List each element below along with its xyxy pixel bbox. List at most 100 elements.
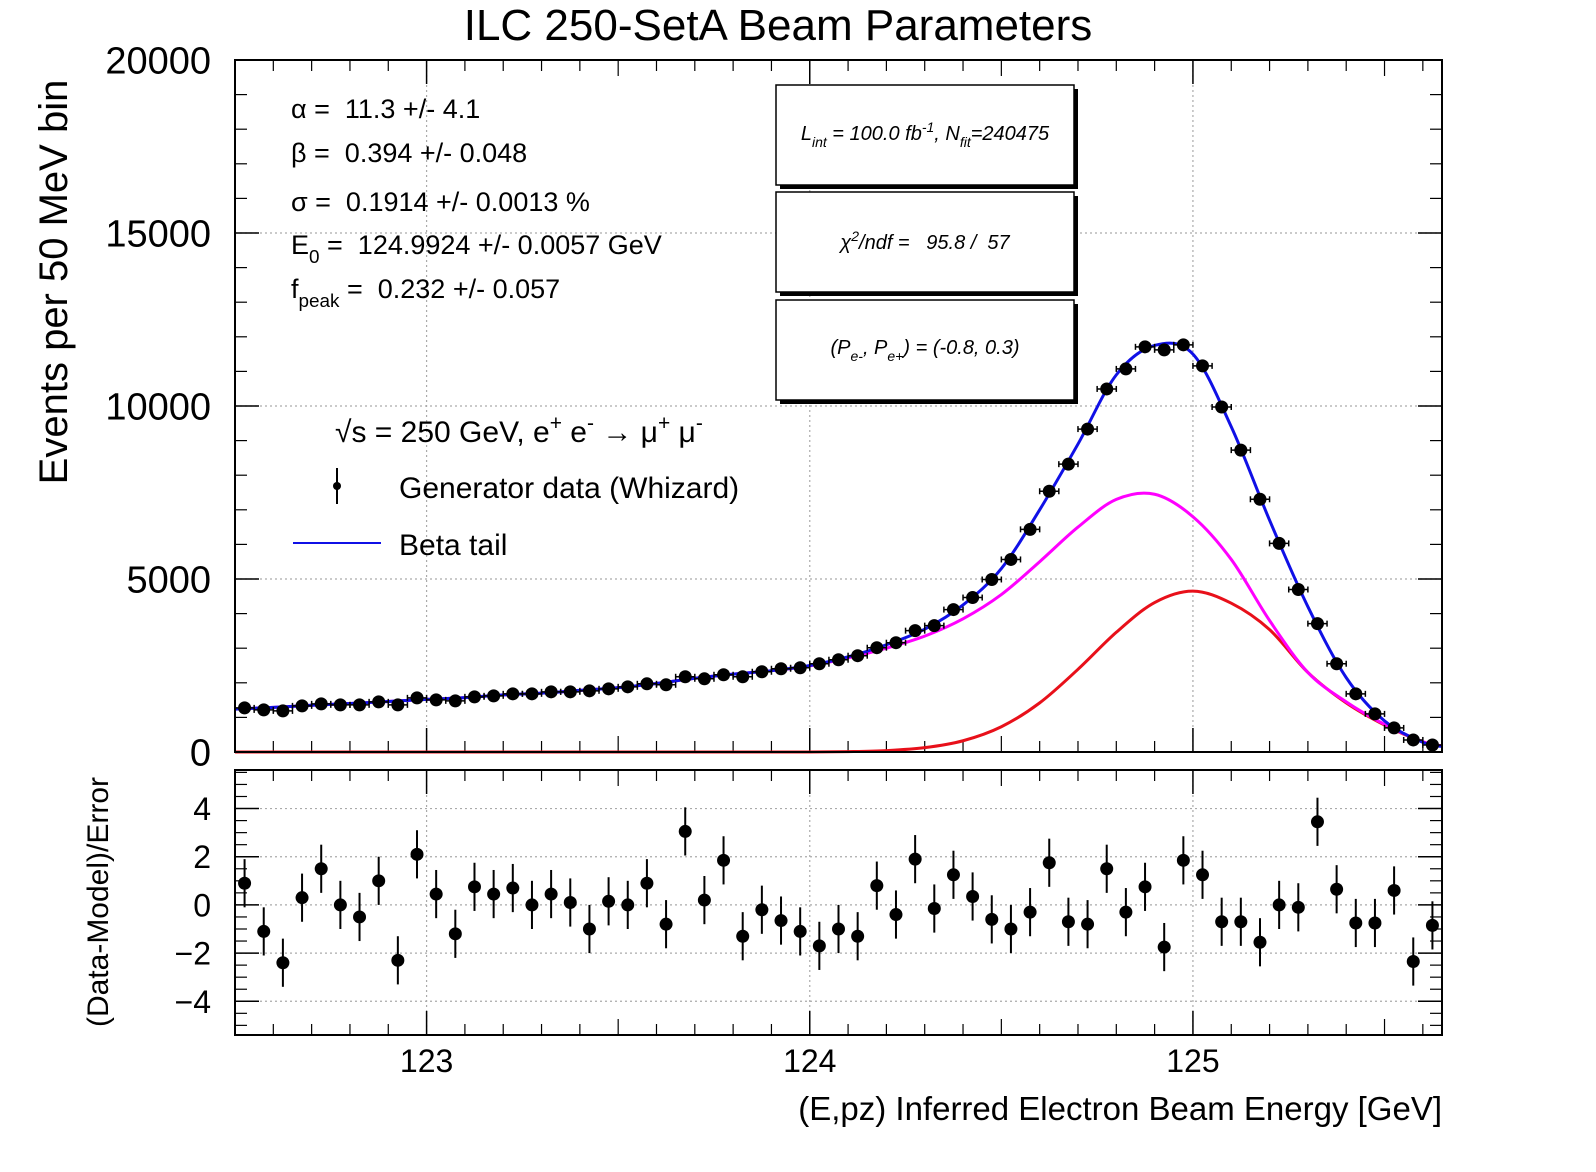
grid — [235, 60, 1442, 752]
box — [775, 191, 1075, 293]
data-point — [257, 924, 271, 938]
y-tick-label: 10000 — [105, 387, 211, 429]
data-point — [946, 868, 960, 882]
subscript: peak — [299, 291, 341, 312]
fit-parameter: σ = 0.1914 +/- 0.0013 % — [291, 187, 590, 217]
data-point — [582, 684, 596, 698]
data-point — [1176, 338, 1190, 352]
data-point — [640, 677, 654, 691]
data-point — [410, 691, 424, 705]
data-point — [1004, 552, 1018, 566]
data-point — [717, 853, 731, 867]
data-point — [659, 678, 673, 692]
subscript: e+ — [887, 348, 903, 364]
data-point — [1196, 868, 1210, 882]
fit-parameter: fpeak = 0.232 +/- 0.057 — [291, 274, 560, 312]
data-point — [1061, 915, 1075, 929]
data-point — [1100, 862, 1114, 876]
x-tick-label: 125 — [1166, 1043, 1219, 1079]
data-point — [506, 881, 520, 895]
data-point — [582, 922, 596, 936]
y-tick-label: −2 — [175, 936, 211, 972]
data-point — [353, 698, 367, 712]
data-point — [314, 697, 328, 711]
data-point — [736, 929, 750, 943]
fit-parameter: α = 11.3 +/- 4.1 — [291, 94, 480, 124]
box-text: χ2/ndf = 95.8 / 57 — [838, 228, 1010, 254]
legend-label: Beta tail — [399, 529, 507, 562]
data-point — [238, 701, 252, 715]
data-point — [851, 649, 865, 663]
data-point — [238, 876, 252, 890]
text: χ — [838, 232, 852, 254]
data-point — [1272, 898, 1286, 912]
data-point — [1061, 457, 1075, 471]
data-point — [1406, 955, 1420, 969]
data-point — [889, 636, 903, 650]
data-point — [333, 898, 347, 912]
data-point — [1425, 918, 1439, 932]
legend-label: Generator data (Whizard) — [399, 472, 739, 505]
text: β = 0.394 +/- 0.048 — [291, 138, 527, 168]
data-point — [927, 619, 941, 633]
box — [775, 299, 1075, 401]
data-point — [1253, 935, 1267, 949]
text: = 0.232 +/- 0.057 — [339, 274, 560, 304]
legend-title: √s = 250 GeV, e+ e- → μ+ μ- — [335, 412, 703, 449]
data-point — [1023, 905, 1037, 919]
data-point — [774, 914, 788, 928]
y-tick-label: 20000 — [105, 41, 211, 83]
data-point — [678, 824, 692, 838]
data-point — [678, 670, 692, 684]
chart-title: ILC 250-SetA Beam Parameters — [464, 1, 1093, 50]
data-point — [736, 670, 750, 684]
data-point — [1310, 617, 1324, 631]
text: , P — [863, 337, 888, 359]
data-point — [1349, 916, 1363, 930]
superscript: + — [658, 412, 670, 435]
data-point — [525, 898, 539, 912]
box-text: Lint = 100.0 fb-1, Nfit=240475 — [801, 119, 1050, 150]
fit-parameters: α = 11.3 +/- 4.1 β = 0.394 +/- 0.048 σ =… — [291, 94, 662, 312]
data-point — [697, 672, 711, 686]
text: → μ — [594, 416, 658, 449]
data-point — [391, 953, 405, 967]
data-point — [563, 896, 577, 909]
box-text: (Pe-, Pe+) = (-0.8, 0.3) — [830, 337, 1019, 364]
data-point — [1253, 492, 1267, 506]
data-point — [1310, 815, 1324, 829]
x-tick-label: 123 — [400, 1043, 453, 1079]
y-tick-label: 15000 — [105, 214, 211, 256]
data-point — [1042, 856, 1056, 870]
data-point — [563, 685, 577, 699]
subscript: fit — [960, 134, 972, 150]
data-point — [448, 694, 462, 708]
data-point — [1157, 940, 1171, 954]
data-point — [429, 693, 443, 707]
data-point — [544, 685, 558, 699]
data-point — [487, 887, 501, 901]
text: , N — [934, 123, 960, 145]
data-point — [908, 624, 922, 638]
data-point — [966, 591, 980, 605]
data-point — [1023, 522, 1037, 536]
data-point — [1330, 657, 1344, 671]
data-point — [1100, 382, 1114, 396]
plot-frame — [235, 770, 1442, 1035]
subscript: e- — [850, 348, 863, 364]
data-point — [1406, 733, 1420, 747]
data-point — [333, 698, 347, 712]
text: μ — [670, 416, 696, 449]
data-point — [506, 687, 520, 701]
data-point — [448, 927, 462, 941]
data-point — [851, 929, 865, 943]
data-point — [832, 653, 845, 667]
superscript: - — [587, 412, 594, 435]
fit-parameter: β = 0.394 +/- 0.048 — [291, 138, 527, 168]
data-point — [793, 661, 807, 675]
data-point — [1291, 583, 1305, 597]
data-point — [812, 657, 826, 671]
data-point — [1425, 738, 1439, 752]
text: ) = (-0.8, 0.3) — [901, 337, 1019, 359]
